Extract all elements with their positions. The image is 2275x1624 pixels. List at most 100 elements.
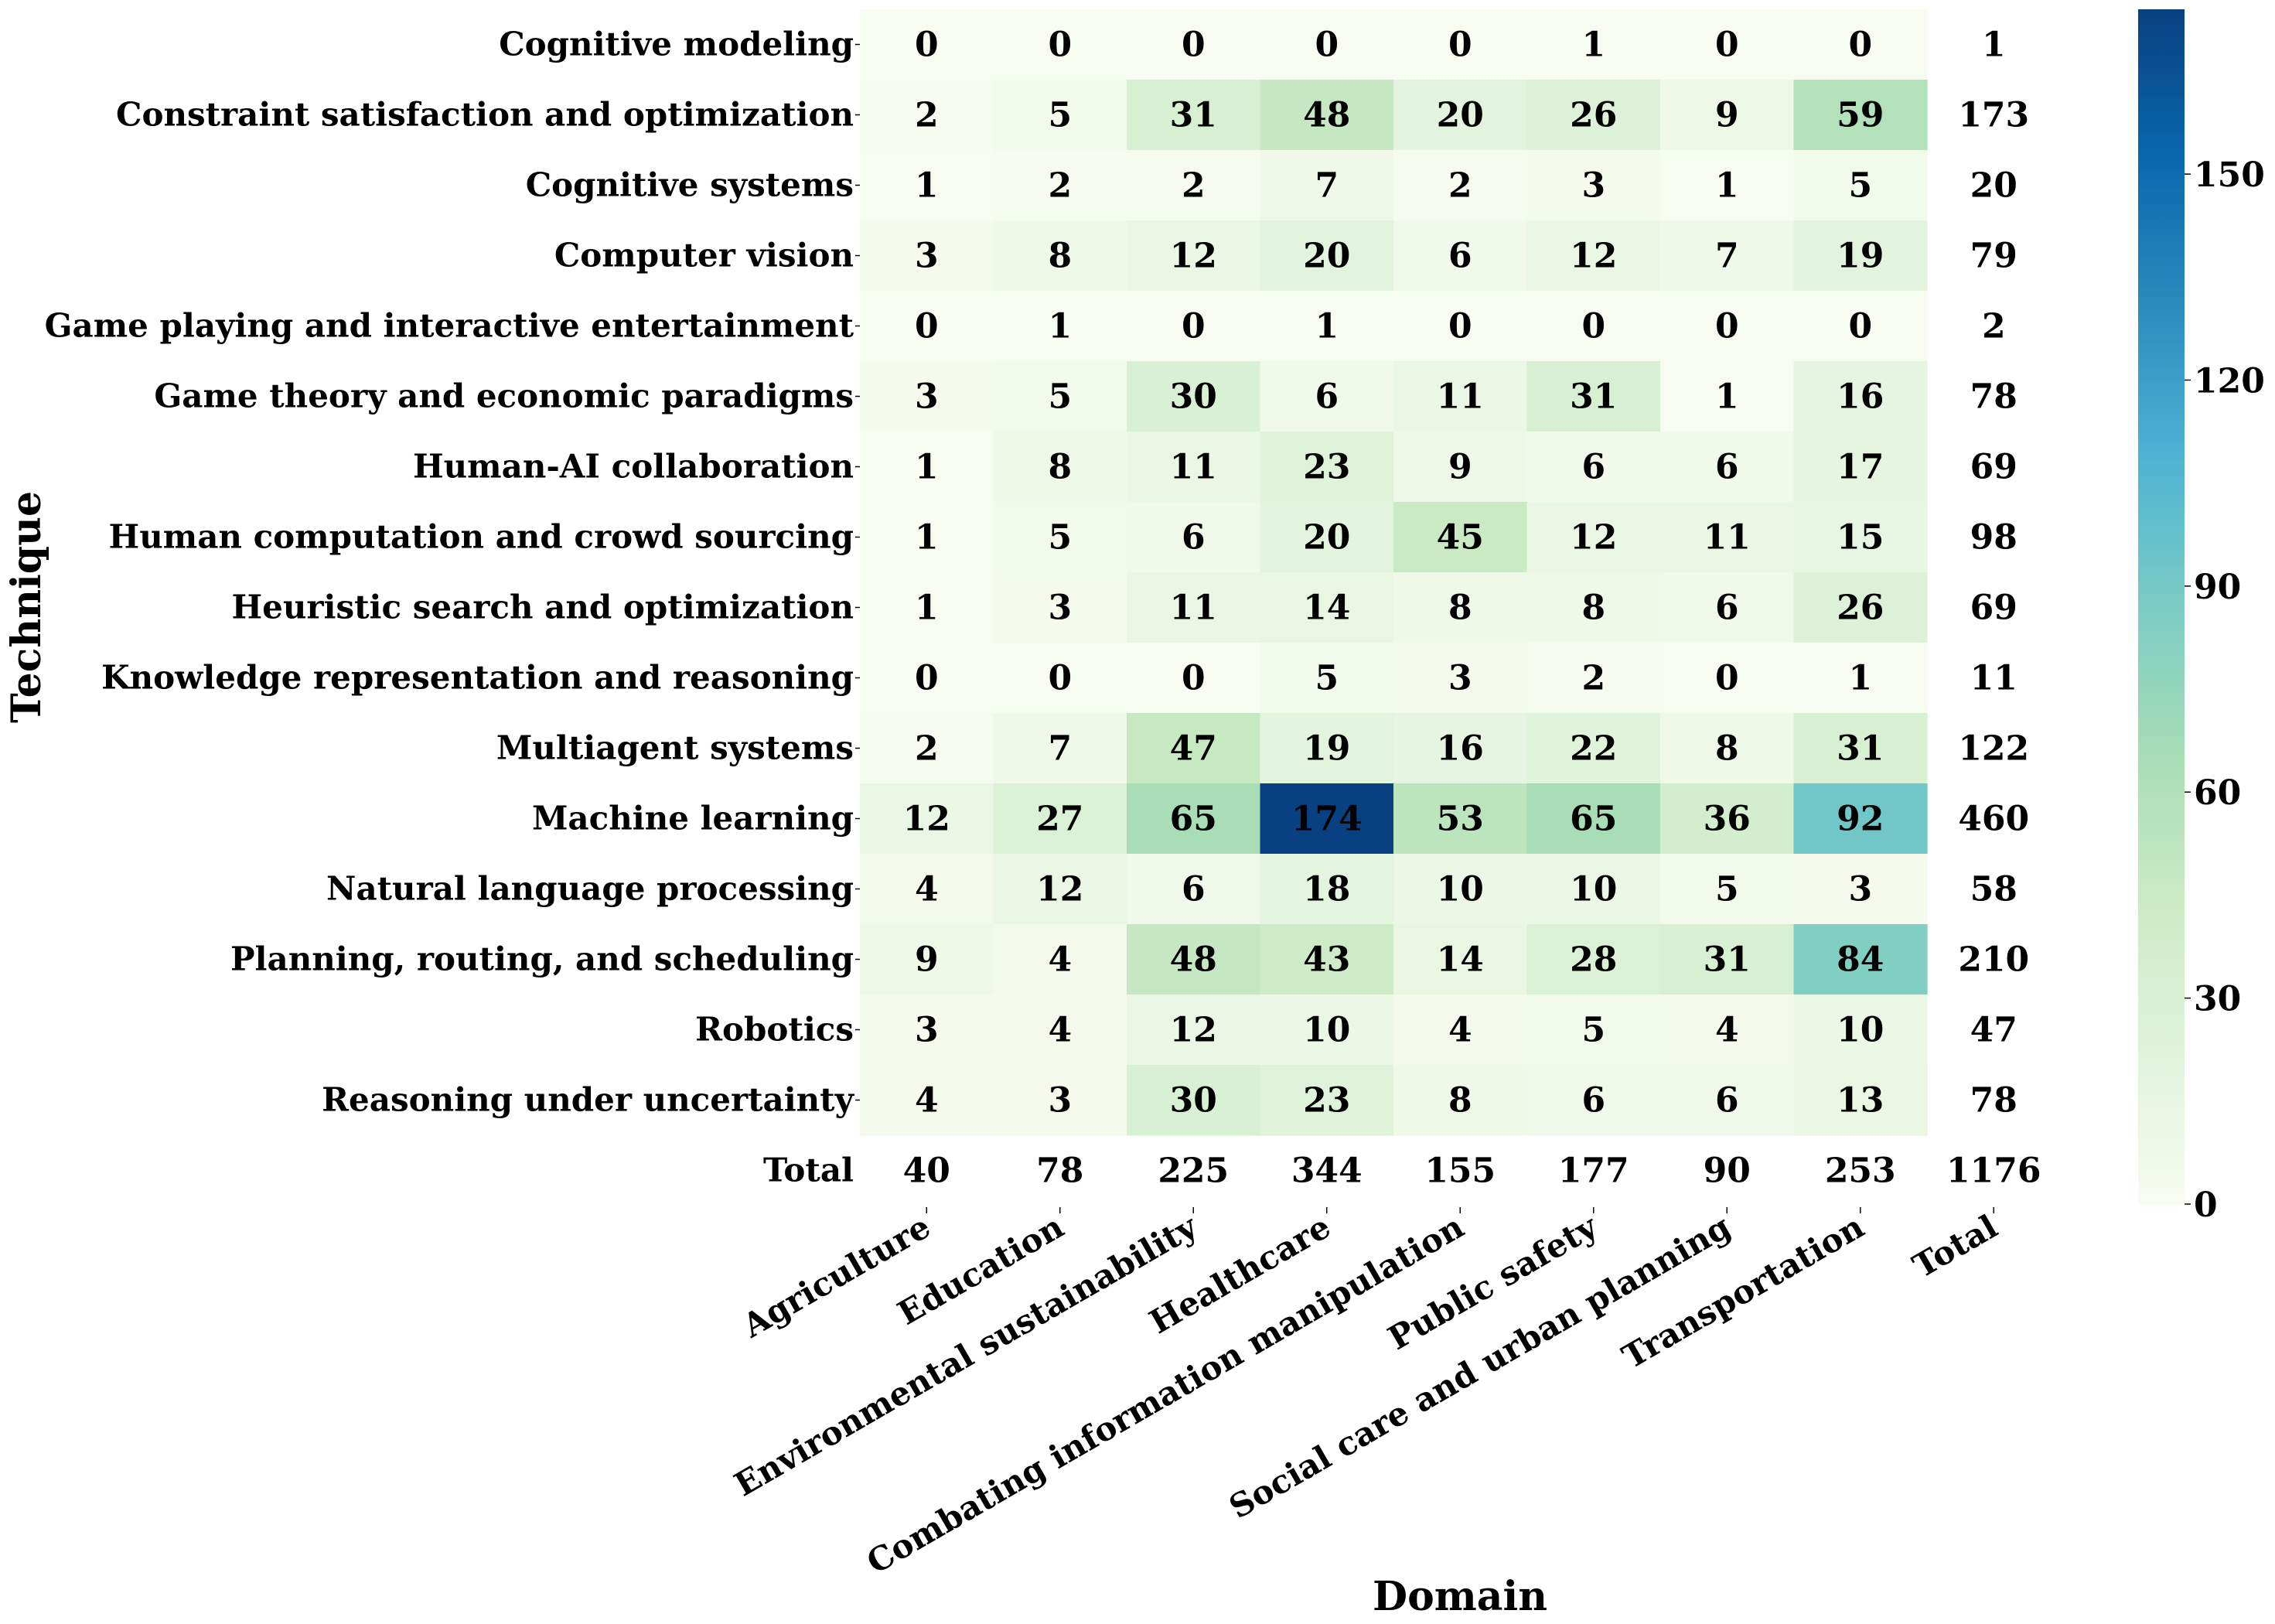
- cell-value-label: 1: [915, 589, 939, 628]
- heatmap-cell: [993, 854, 1127, 925]
- colorbar-tick-label: 120: [2194, 361, 2265, 401]
- colorbar: [2138, 9, 2185, 1204]
- heatmap-cell: [993, 220, 1127, 292]
- cell-value-label: 36: [1704, 800, 1751, 839]
- heatmap-cell: [1793, 924, 1928, 995]
- heatmap-cell: [1793, 995, 1928, 1066]
- row-total-value: 460: [1958, 800, 2029, 839]
- cell-value-label: 14: [1303, 589, 1350, 628]
- heatmap-cell: [1526, 783, 1661, 855]
- cell-value-label: 20: [1303, 237, 1350, 276]
- row-label-constraint-satisfaction-and-optimization: Constraint satisfaction and optimization: [116, 96, 854, 134]
- cell-value-label: 23: [1303, 1081, 1350, 1121]
- heatmap-cell: [1393, 643, 1528, 714]
- cell-value-label: 0: [1048, 659, 1072, 698]
- cell-value-label: 6: [1315, 377, 1339, 417]
- cell-value-label: 10: [1437, 870, 1484, 909]
- cell-value-label: 0: [1715, 307, 1739, 346]
- colorbar-tick-label: 0: [2194, 1186, 2218, 1225]
- cell-value-label: 2: [1048, 166, 1072, 206]
- heatmap-cell: [993, 783, 1127, 855]
- cell-value-label: 3: [1581, 166, 1605, 206]
- row-total-value: 20: [1970, 166, 2017, 206]
- heatmap-cell: [1127, 502, 1261, 573]
- heatmap-cell: [1127, 995, 1261, 1066]
- cell-value-label: 0: [1581, 307, 1605, 346]
- cell-value-label: 65: [1570, 800, 1617, 839]
- cell-value-label: 92: [1837, 800, 1884, 839]
- cell-value-label: 31: [1170, 96, 1217, 135]
- column-total-value: 78: [1036, 1151, 1083, 1191]
- cell-value-label: 47: [1170, 729, 1217, 769]
- column-total-value: 155: [1424, 1151, 1496, 1191]
- heatmap-cell: [1660, 9, 1795, 80]
- cell-value-label: 16: [1437, 729, 1484, 769]
- cell-value-label: 7: [1048, 729, 1072, 769]
- cell-value-label: 23: [1303, 448, 1350, 487]
- heatmap-cell: [860, 643, 994, 714]
- cell-value-label: 3: [915, 377, 939, 417]
- cell-value-label: 53: [1437, 800, 1484, 839]
- row-label-robotics: Robotics: [695, 1011, 854, 1049]
- heatmap-cell: [1526, 9, 1661, 80]
- row-total-value: 69: [1970, 448, 2017, 487]
- column-total-value: 40: [903, 1151, 950, 1191]
- cell-value-label: 26: [1837, 589, 1884, 628]
- cell-value-label: 12: [903, 800, 950, 839]
- heatmap-cell: [860, 783, 994, 855]
- cell-value-label: 0: [915, 307, 939, 346]
- colorbar-tick-label: 90: [2194, 568, 2241, 607]
- cell-value-label: 28: [1570, 940, 1617, 980]
- cell-value-label: 0: [1182, 659, 1206, 698]
- row-total-value: 122: [1958, 729, 2029, 769]
- cell-value-label: 1: [915, 448, 939, 487]
- cell-value-label: 3: [1048, 589, 1072, 628]
- row-total-value: 11: [1970, 659, 2017, 698]
- heatmap-cell: [1127, 9, 1261, 80]
- heatmap-cell: [1260, 291, 1394, 362]
- cell-value-label: 4: [1448, 1011, 1472, 1050]
- column-label-environmental-sustainability: Environmental sustainability: [728, 1206, 1204, 1503]
- heatmap-cell: [1393, 572, 1528, 643]
- colorbar-tick-label: 60: [2194, 773, 2241, 813]
- heatmap-cell: [1393, 924, 1528, 995]
- heatmap-cell: [1260, 572, 1394, 643]
- heatmap-cell: [1393, 783, 1528, 855]
- heatmap-cell: [1526, 1065, 1661, 1136]
- heatmap-cell: [860, 924, 994, 995]
- heatmap-cell: [1660, 924, 1795, 995]
- heatmap-cell: [993, 995, 1127, 1066]
- colorbar-tick-label: 30: [2194, 980, 2241, 1019]
- heatmap-cell: [1526, 924, 1661, 995]
- cell-value-label: 26: [1570, 96, 1617, 135]
- heatmap-cell: [1127, 924, 1261, 995]
- heatmap-cell: [1660, 783, 1795, 855]
- heatmap-cell: [1393, 1065, 1528, 1136]
- row-total-value: 78: [1970, 377, 2017, 417]
- heatmap-cell: [993, 924, 1127, 995]
- heatmap-cell: [1260, 9, 1394, 80]
- heatmap-cell: [1526, 220, 1661, 292]
- cell-value-label: 48: [1170, 940, 1217, 980]
- heatmap-cell: [1526, 361, 1661, 432]
- cell-value-label: 12: [1036, 870, 1083, 909]
- column-total-value: 344: [1291, 1151, 1363, 1191]
- grand-total-value: 1176: [1946, 1151, 2041, 1191]
- cell-value-label: 1: [1048, 307, 1072, 346]
- cell-value-label: 1: [1315, 307, 1339, 346]
- heatmap-cell: [1260, 1065, 1394, 1136]
- heatmap-cell: [1127, 643, 1261, 714]
- cell-value-label: 1: [1715, 377, 1739, 417]
- heatmap-cell: [1260, 854, 1394, 925]
- cell-value-label: 3: [1848, 870, 1872, 909]
- heatmap-cell: [1526, 150, 1661, 221]
- cell-value-label: 1: [915, 166, 939, 206]
- cell-value-label: 0: [1182, 26, 1206, 65]
- cell-value-label: 1: [1848, 659, 1872, 698]
- heatmap-cell: [993, 502, 1127, 573]
- cell-value-label: 0: [1048, 26, 1072, 65]
- cell-value-label: 10: [1837, 1011, 1884, 1050]
- heatmap-cell: [1127, 80, 1261, 151]
- heatmap-cell: [1526, 643, 1661, 714]
